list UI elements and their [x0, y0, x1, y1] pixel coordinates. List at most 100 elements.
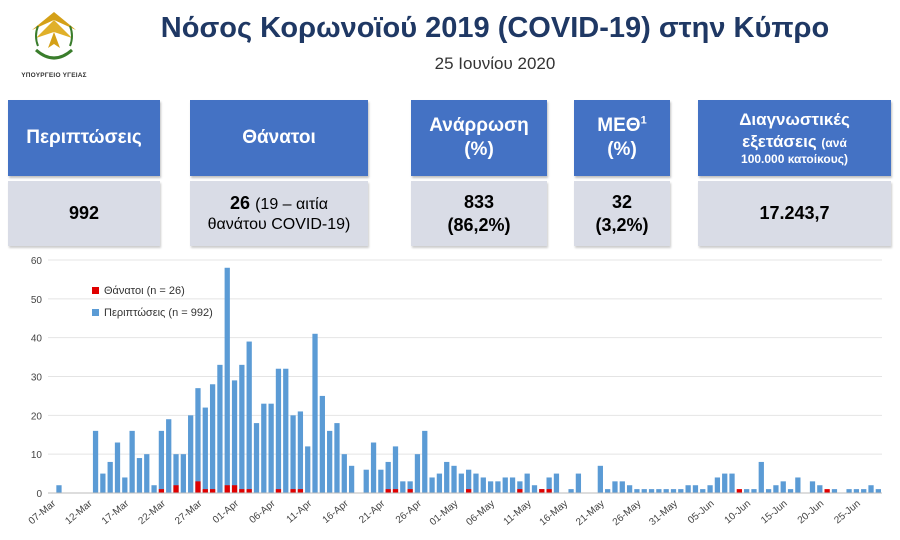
x-tick-label: 01-Apr — [211, 498, 242, 526]
y-tick-label: 60 — [31, 256, 43, 267]
case-bar — [122, 477, 128, 493]
x-tick-label: 16-May — [538, 498, 571, 528]
case-bar — [436, 473, 443, 493]
case-bar — [414, 454, 421, 493]
case-bar — [707, 485, 713, 493]
tests-label: Διαγνωστικές — [739, 110, 850, 130]
death-bar — [546, 489, 552, 493]
case-bar — [480, 477, 486, 493]
case-bar — [656, 489, 662, 493]
case-bar — [729, 473, 735, 493]
case-bar — [553, 473, 560, 493]
death-bar — [246, 489, 252, 493]
case-bar — [385, 461, 391, 493]
death-bar — [239, 489, 245, 493]
tests-label-per: (ανά — [821, 135, 847, 150]
death-bar — [158, 489, 165, 493]
death-bar — [392, 489, 399, 493]
death-bar — [736, 489, 742, 493]
case-bar — [348, 465, 355, 493]
case-bar — [180, 454, 186, 493]
case-bar — [678, 489, 684, 493]
recovery-card-value: 833 (86,2%) — [411, 181, 547, 246]
case-bar — [531, 485, 538, 493]
case-bar — [195, 388, 201, 493]
x-tick-label: 15-Jun — [759, 498, 789, 526]
case-bar — [517, 481, 523, 493]
case-bar — [751, 489, 757, 493]
case-bar — [246, 341, 252, 493]
case-bar — [92, 430, 99, 493]
cases-label: Περιπτώσεις — [26, 127, 142, 149]
cases-bars — [56, 267, 881, 493]
daily-cases-chart: 0 10 20 30 40 50 60 07-Mar 12-Mar 17-Mar 22-Mar 27… — [27, 256, 882, 528]
legend-cases-label: Περιπτώσεις (n = 992) — [104, 307, 213, 319]
case-bar — [663, 489, 669, 493]
death-bar — [407, 489, 413, 493]
case-bar — [231, 380, 238, 493]
death-bar — [275, 489, 282, 493]
case-bar — [253, 423, 260, 493]
death-bar — [202, 489, 208, 493]
case-bar — [407, 481, 413, 493]
recovery-card-header: Ανάρρωση (%) — [411, 100, 547, 176]
case-bar — [605, 489, 611, 493]
case-bar — [444, 461, 450, 493]
case-bar — [166, 419, 172, 493]
case-bar — [744, 489, 750, 493]
case-bar — [853, 489, 860, 493]
case-bar — [765, 489, 772, 493]
death-bar — [231, 485, 238, 493]
case-bar — [268, 403, 274, 493]
case-bar — [422, 430, 428, 493]
icu-label-unit: (%) — [607, 139, 637, 160]
case-bar — [100, 473, 106, 493]
case-bar — [275, 368, 282, 493]
y-tick-label: 0 — [36, 489, 42, 500]
death-bar — [297, 489, 304, 493]
case-bar — [692, 485, 699, 493]
case-bar — [502, 477, 508, 493]
x-axis-ticks: 07-Mar 12-Mar 17-Mar 22-Mar 27-Mar 01-Apr 06-A… — [27, 498, 863, 528]
x-tick-label: 05-Jun — [686, 498, 716, 526]
x-tick-label: 22-Mar — [136, 498, 168, 527]
case-bar — [597, 465, 603, 493]
case-bar — [700, 489, 706, 493]
case-bar — [634, 489, 640, 493]
legend-deaths-swatch — [92, 287, 99, 294]
y-tick-label: 30 — [31, 373, 43, 384]
case-bar — [334, 423, 340, 493]
case-bar — [648, 489, 655, 493]
case-bar — [327, 430, 333, 493]
x-tick-label: 17-Mar — [100, 498, 132, 527]
x-tick-label: 21-May — [574, 498, 607, 528]
case-bar — [107, 461, 113, 493]
case-bar — [780, 481, 786, 493]
logo-caption: ΥΠΟΥΡΓΕΙΟ ΥΓΕΙΑΣ — [21, 72, 87, 79]
tests-card-header: Διαγνωστικές εξετάσεις (ανά 100.000 κατο… — [698, 100, 891, 176]
case-bar — [151, 485, 157, 493]
y-tick-label: 10 — [31, 450, 43, 461]
tests-card-value: 17.243,7 — [698, 181, 891, 246]
x-tick-label: 20-Jun — [796, 498, 826, 526]
x-tick-label: 10-Jun — [723, 498, 753, 526]
y-tick-label: 50 — [31, 295, 43, 306]
case-bar — [875, 489, 881, 493]
deaths-card-header: Θάνατοι — [190, 100, 368, 176]
icu-label: ΜΕΘ — [597, 115, 641, 137]
death-bar — [290, 489, 296, 493]
case-bar — [158, 430, 165, 493]
recovery-label-unit: (%) — [464, 139, 494, 160]
deaths-note-2: θανάτου COVID-19) — [207, 216, 351, 233]
death-bar — [824, 489, 830, 493]
x-tick-label: 31-May — [647, 498, 680, 528]
death-bar — [195, 481, 201, 493]
case-bar — [283, 368, 289, 493]
case-bar — [568, 489, 574, 493]
x-tick-label: 26-May — [611, 498, 644, 528]
case-bar — [773, 485, 779, 493]
case-bar — [722, 473, 728, 493]
case-bar — [495, 481, 501, 493]
case-bar — [817, 485, 823, 493]
case-bar — [473, 473, 479, 493]
